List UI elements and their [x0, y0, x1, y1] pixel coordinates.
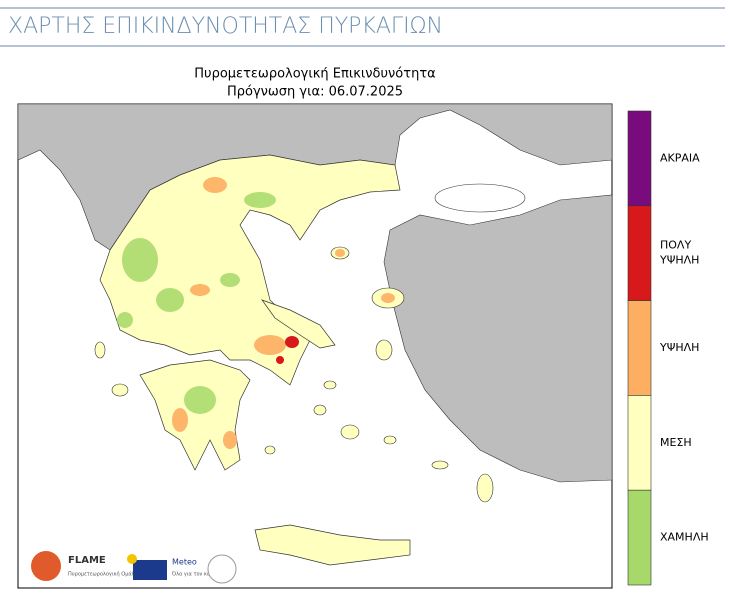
- page-title: ΧΑΡΤΗΣ ΕΠΙΚΙΝΔΥΝΟΤΗΤΑΣ ΠΥΡΚΑΓΙΩΝ: [8, 14, 443, 39]
- legend-label: ΧΑΜΗΛΗ: [660, 531, 709, 544]
- high-risk-areas: [172, 177, 395, 449]
- legend-swatch: [627, 205, 652, 301]
- mainland: [99, 154, 401, 386]
- meteo-logo: [133, 560, 167, 580]
- legend-swatch: [627, 395, 652, 491]
- logo-subtext: Πυρομετεωρολογική Ομάδα: [68, 571, 139, 578]
- sea: [434, 183, 526, 213]
- logos: FLAME Πυρομετεωρολογική Ομάδα Meteo Όλα …: [31, 551, 237, 584]
- meteo-sun: [127, 554, 137, 564]
- very-high-risk-areas: [276, 336, 299, 364]
- seal-logo: [207, 554, 237, 584]
- map: [17, 103, 613, 589]
- legend-swatch: [627, 300, 652, 396]
- legend-label: ΥΨΗΛΗ: [659, 341, 699, 354]
- logo-subtext: Όλα για τον καιρό: [171, 571, 218, 578]
- flame-logo: [31, 551, 61, 581]
- land: [383, 194, 613, 483]
- islands: [94, 246, 494, 503]
- legend: ΑΚΡΑΙΑ ΠΟΛΥ ΥΨΗΛΗ ΥΨΗΛΗ ΜΕΣΗ ΧΑΜΗΛΗ: [627, 110, 709, 586]
- map-title: Πυρομετεωρολογική Επικινδυνότητα: [194, 67, 435, 82]
- euboea: [261, 299, 336, 349]
- legend-label: ΠΟΛΥ: [660, 239, 691, 252]
- map-subtitle: Πρόγνωση για: 06.07.2025: [227, 85, 403, 100]
- legend-label: ΑΚΡΑΙΑ: [660, 151, 700, 164]
- legend-swatch: [627, 489, 652, 586]
- logo-text: Meteo: [172, 558, 197, 567]
- legend-swatch: [627, 110, 652, 207]
- legend-label: ΜΕΣΗ: [660, 436, 692, 449]
- low-risk-areas: [117, 192, 276, 414]
- logo-text: FLAME: [68, 555, 106, 566]
- crete: [254, 524, 411, 566]
- legend-label: ΥΨΗΛΗ: [659, 254, 699, 267]
- peloponnese: [139, 359, 251, 471]
